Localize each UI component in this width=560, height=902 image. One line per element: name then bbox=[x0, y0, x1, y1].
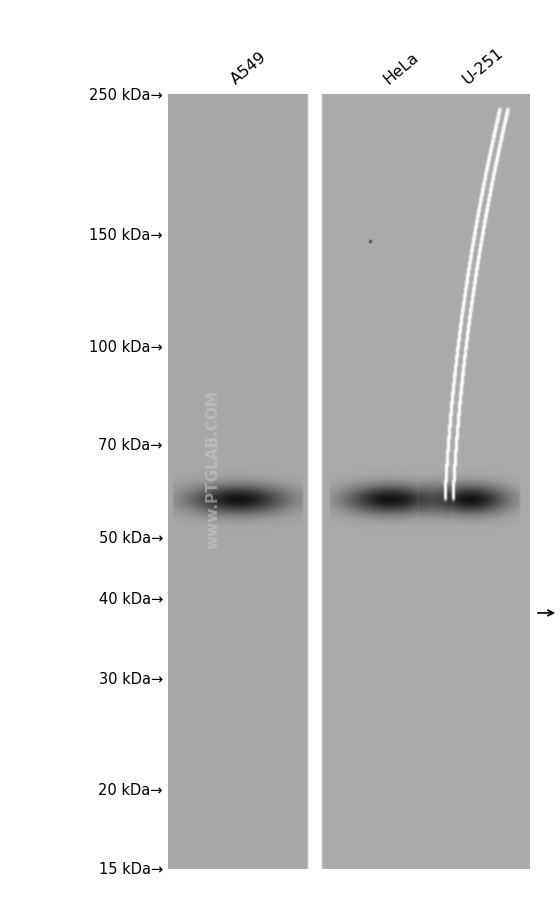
Text: 30 kDa→: 30 kDa→ bbox=[99, 671, 163, 686]
Text: 70 kDa→: 70 kDa→ bbox=[99, 437, 163, 453]
Text: A549: A549 bbox=[228, 49, 270, 87]
Text: 40 kDa→: 40 kDa→ bbox=[99, 592, 163, 607]
Text: 50 kDa→: 50 kDa→ bbox=[99, 530, 163, 545]
Text: 100 kDa→: 100 kDa→ bbox=[89, 339, 163, 354]
Text: 20 kDa→: 20 kDa→ bbox=[99, 782, 163, 797]
Text: U-251: U-251 bbox=[460, 45, 507, 87]
Text: www.PTGLAB.COM: www.PTGLAB.COM bbox=[206, 390, 220, 548]
Text: 150 kDa→: 150 kDa→ bbox=[90, 228, 163, 243]
Text: 250 kDa→: 250 kDa→ bbox=[89, 87, 163, 103]
Text: 15 kDa→: 15 kDa→ bbox=[99, 861, 163, 877]
Text: HeLa: HeLa bbox=[380, 50, 421, 87]
